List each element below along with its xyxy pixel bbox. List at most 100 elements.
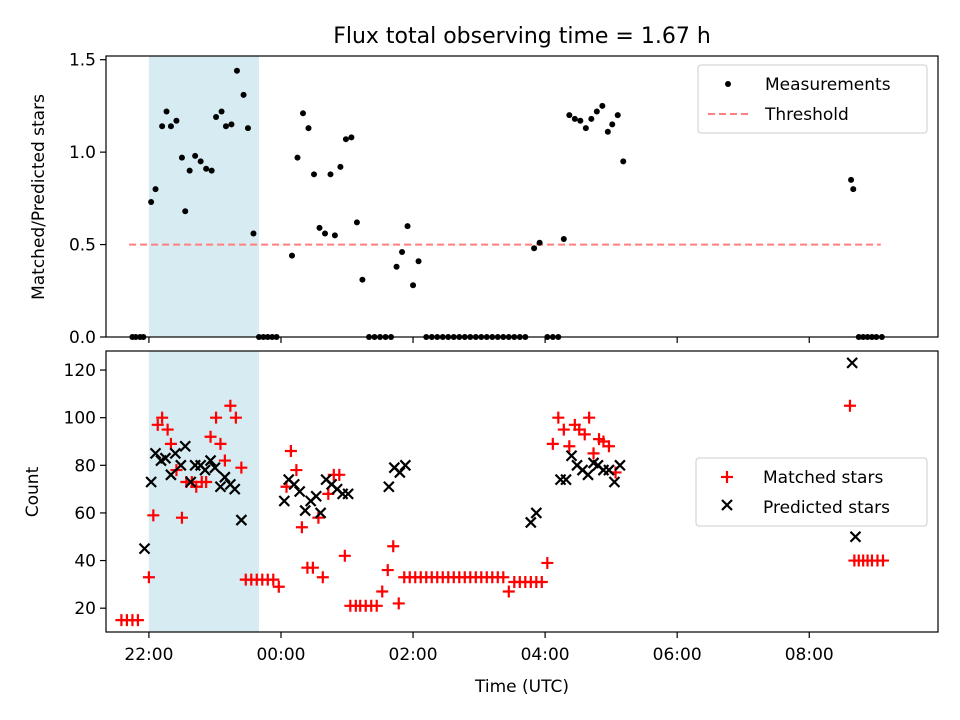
chart-title: Flux total observing time = 1.67 h — [333, 24, 711, 49]
predicted-star-point — [219, 471, 231, 483]
count-plot-frame — [105, 350, 939, 633]
measurement-point — [250, 230, 257, 237]
predicted-star-point — [582, 469, 594, 481]
predicted-star-point — [149, 447, 162, 460]
legend-measurements-marker — [725, 81, 731, 87]
ratio-plot-frame — [105, 55, 939, 338]
measurement-point — [299, 110, 306, 117]
legend-predicted-label: Predicted stars — [763, 498, 890, 518]
predicted-star-point — [228, 483, 241, 495]
measurement-point — [850, 186, 857, 193]
matched-star-point — [602, 440, 615, 453]
predicted-star-point — [175, 459, 187, 472]
measurement-point — [163, 108, 170, 115]
matched-star-point — [224, 399, 237, 412]
ratio-x-ticks — [148, 337, 810, 343]
measurement-point — [342, 136, 349, 143]
matched-star-point — [290, 464, 303, 477]
measurement-point — [337, 163, 344, 170]
matched-star-point — [497, 571, 510, 584]
predicted-star-point — [288, 478, 300, 491]
y-tick-label: 60 — [74, 504, 96, 524]
measurement-point — [359, 276, 366, 283]
matched-star-point — [557, 423, 570, 436]
matched-star-point — [546, 437, 559, 450]
y-tick-label: 0.5 — [69, 236, 96, 256]
measurement-point — [311, 171, 317, 178]
legend-matched-label: Matched stars — [763, 468, 883, 488]
measurement-point — [192, 152, 199, 159]
predicted-star-point — [179, 440, 192, 453]
measurement-point — [399, 248, 406, 255]
measurement-point — [415, 258, 422, 265]
predicted-star-point — [603, 464, 615, 476]
matched-star-point — [175, 511, 188, 524]
matched-star-point — [843, 399, 856, 412]
measurement-point — [393, 263, 400, 270]
legend-threshold-label: Threshold — [764, 105, 849, 125]
count-marks — [115, 357, 889, 627]
measurement-point — [536, 239, 543, 246]
count-y-ticks: 20 40 60 80 100 120 — [64, 361, 106, 619]
legend-measurements-label: Measurements — [765, 75, 891, 95]
matched-star-point — [218, 454, 231, 467]
measurement-point — [331, 232, 338, 239]
x-tick-label: 04:00 — [521, 645, 570, 665]
predicted-star-point — [565, 450, 578, 462]
predicted-star-point — [169, 447, 182, 460]
measurement-point — [203, 165, 210, 172]
y-tick-label: 1.5 — [69, 51, 96, 71]
predicted-star-point — [342, 488, 354, 500]
x-tick-label: 02:00 — [389, 645, 438, 665]
y-tick-label: 1.0 — [69, 143, 96, 163]
matched-star-point — [583, 411, 596, 424]
matched-star-point — [502, 585, 515, 598]
predicted-star-point — [846, 357, 858, 369]
matched-star-point — [284, 445, 297, 458]
measurement-point — [294, 154, 301, 161]
matched-star-point — [267, 573, 280, 586]
measurement-point — [348, 134, 355, 141]
measurement-point — [159, 123, 166, 130]
predicted-star-point — [293, 485, 306, 498]
matched-star-point — [578, 428, 591, 441]
measurement-point — [152, 186, 159, 193]
matched-star-point — [131, 614, 144, 627]
x-axis-label: Time (UTC) — [474, 677, 569, 697]
measurement-point — [566, 112, 573, 119]
predicted-star-point — [525, 516, 537, 529]
measurement-point — [186, 167, 193, 174]
measurement-point — [178, 154, 185, 161]
measurement-point — [588, 115, 595, 122]
matched-star-point — [552, 411, 565, 424]
observing-window-shade-lower — [148, 351, 259, 632]
matched-star-point — [381, 564, 394, 577]
measurement-point — [322, 230, 329, 237]
predicted-star-point — [204, 454, 217, 467]
measurement-point — [148, 199, 155, 206]
predicted-star-point — [608, 476, 621, 488]
measurement-point — [593, 108, 600, 115]
measurement-point — [244, 125, 251, 132]
count-x-ticks: 22:00 00:00 02:00 04:00 06:00 08:00 — [124, 632, 834, 665]
x-tick-label: 00:00 — [256, 645, 305, 665]
measurement-point — [609, 121, 616, 128]
matched-star-point — [587, 447, 600, 460]
legend-matched-marker — [721, 471, 733, 483]
measurement-point — [213, 114, 220, 121]
measurement-point — [228, 121, 235, 128]
measurement-point — [577, 117, 584, 124]
matched-star-point — [370, 599, 383, 612]
predicted-star-point — [214, 480, 227, 493]
matched-star-point — [161, 423, 174, 436]
ratio-panel: 0.0 0.5 1.0 1.5 Matched/Predicted stars Mea… — [29, 51, 939, 348]
predicted-star-point — [299, 504, 311, 517]
matched-star-point — [387, 540, 400, 553]
y-tick-label: 20 — [74, 599, 96, 619]
y-tick-label: 120 — [64, 361, 96, 381]
legend-predicted-marker — [721, 499, 733, 511]
measurement-point — [604, 128, 611, 135]
measurement-point — [327, 171, 334, 178]
count-legend-box — [695, 457, 928, 527]
measurement-point — [571, 115, 578, 122]
